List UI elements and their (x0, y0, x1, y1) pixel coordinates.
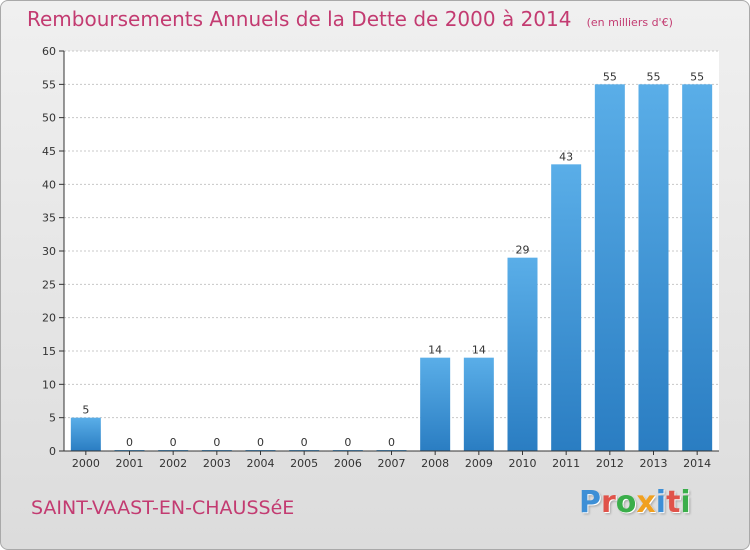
x-tick-label-2005: 2005 (290, 457, 318, 470)
y-tick-label: 35 (42, 212, 56, 225)
data-label-2013: 55 (647, 70, 661, 83)
x-tick-label-2013: 2013 (640, 457, 668, 470)
x-tick-label-2000: 2000 (72, 457, 100, 470)
bar-2014 (682, 84, 713, 451)
y-tick-label: 50 (42, 112, 56, 125)
data-label-2009: 14 (472, 344, 486, 357)
commune-name: SAINT-VAAST-EN-CHAUSSéE (31, 497, 295, 519)
y-tick-label: 5 (49, 412, 56, 425)
bar-2000 (70, 417, 101, 451)
title-row: Remboursements Annuels de la Dette de 20… (27, 7, 673, 31)
bar-2011 (551, 164, 582, 452)
x-tick-label-2011: 2011 (552, 457, 580, 470)
data-label-2007: 0 (388, 436, 395, 449)
y-tick-label: 30 (42, 245, 56, 258)
chart-title: Remboursements Annuels de la Dette de 20… (27, 7, 572, 31)
data-label-2003: 0 (213, 436, 220, 449)
bar-2012 (594, 84, 625, 451)
y-tick-label: 40 (42, 178, 56, 191)
y-tick-label: 60 (42, 45, 56, 58)
x-tick-label-2009: 2009 (465, 457, 493, 470)
data-label-2001: 0 (126, 436, 133, 449)
data-label-2005: 0 (301, 436, 308, 449)
chart-subtitle: (en milliers d'€) (586, 16, 673, 29)
y-tick-label: 45 (42, 145, 56, 158)
x-tick-label-2006: 2006 (334, 457, 362, 470)
y-tick-label: 15 (42, 345, 56, 358)
y-tick-label: 55 (42, 78, 56, 91)
x-tick-label-2008: 2008 (421, 457, 449, 470)
data-label-2012: 55 (603, 70, 617, 83)
y-tick-label: 20 (42, 312, 56, 325)
x-tick-label-2014: 2014 (683, 457, 711, 470)
x-tick-label-2010: 2010 (509, 457, 537, 470)
data-label-2002: 0 (170, 436, 177, 449)
bar-2008 (420, 357, 451, 451)
data-label-2000: 5 (82, 404, 89, 417)
bar-2009 (463, 357, 494, 451)
x-tick-label-2002: 2002 (159, 457, 187, 470)
y-tick-label: 0 (49, 445, 56, 458)
data-label-2014: 55 (690, 70, 704, 83)
x-tick-label-2004: 2004 (247, 457, 275, 470)
x-tick-label-2003: 2003 (203, 457, 231, 470)
x-tick-label-2012: 2012 (596, 457, 624, 470)
data-label-2011: 43 (559, 150, 573, 163)
x-tick-label-2001: 2001 (116, 457, 144, 470)
bar-2013 (638, 84, 669, 451)
bar-2010 (507, 257, 538, 451)
data-label-2004: 0 (257, 436, 264, 449)
y-tick-label: 25 (42, 278, 56, 291)
y-tick-label: 10 (42, 378, 56, 391)
proxiti-logo: Proxiti (579, 485, 691, 520)
data-label-2006: 0 (344, 436, 351, 449)
data-label-2008: 14 (428, 344, 442, 357)
x-tick-label-2007: 2007 (378, 457, 406, 470)
data-label-2010: 29 (516, 244, 530, 257)
